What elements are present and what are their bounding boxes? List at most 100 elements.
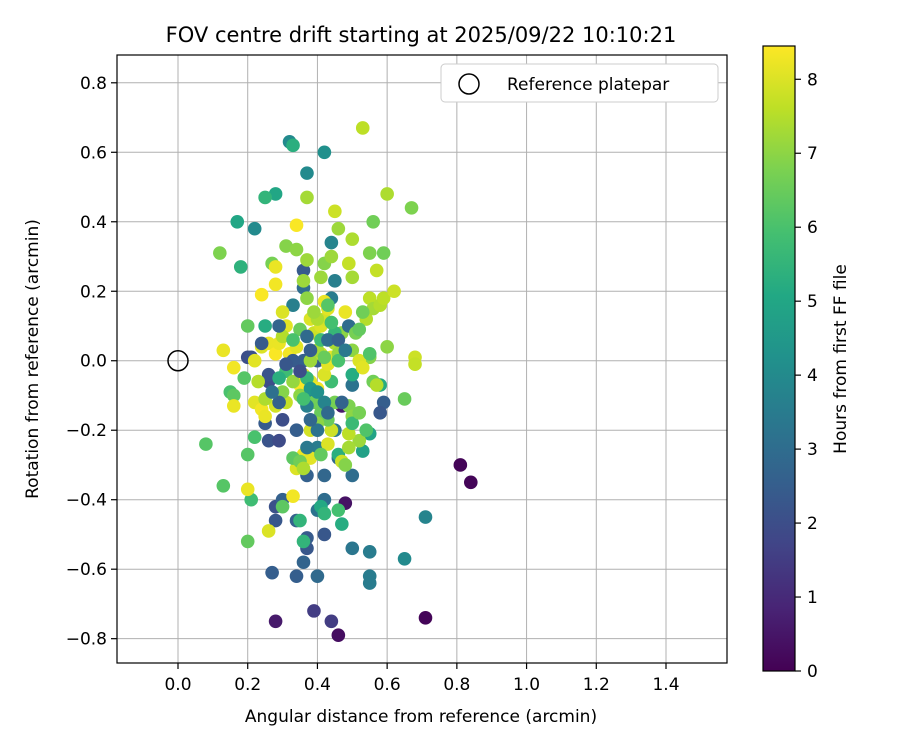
scatter-point	[324, 614, 339, 629]
scatter-point	[258, 409, 272, 424]
scatter-point	[261, 367, 276, 382]
scatter-point	[268, 187, 283, 201]
scatter-point	[303, 413, 318, 427]
chart-title: FOV centre drift starting at 2025/09/22 …	[166, 23, 677, 47]
scatter-point	[369, 378, 384, 392]
scatter-point	[272, 319, 286, 333]
y-axis-label: Rotation from reference (arcmin)	[23, 219, 43, 499]
scatter-point	[397, 551, 412, 566]
scatter-point	[328, 274, 342, 288]
scatter-point	[296, 263, 311, 278]
colorbar-tick-label: 1	[807, 588, 818, 608]
y-tick-label: −0.4	[66, 491, 107, 511]
scatter-point	[307, 305, 321, 319]
scatter-point	[310, 569, 325, 583]
scatter-point	[310, 423, 325, 438]
scatter-point	[408, 357, 422, 372]
scatter-point	[345, 232, 360, 246]
scatter-point	[247, 430, 262, 444]
scatter-point	[289, 218, 304, 233]
scatter-point	[464, 475, 478, 490]
scatter-point	[296, 461, 311, 476]
scatter-point	[258, 190, 272, 205]
scatter-point	[286, 138, 300, 153]
scatter-point	[226, 360, 241, 375]
scatter-point	[275, 329, 290, 344]
scatter-point	[338, 458, 353, 472]
scatter-point	[321, 437, 335, 451]
scatter-point	[300, 291, 314, 306]
scatter-point	[261, 524, 276, 538]
scatter-point	[355, 305, 370, 319]
scatter-point	[240, 319, 255, 333]
scatter-point	[314, 447, 328, 462]
scatter-point	[275, 499, 290, 514]
colorbar-label: Hours from first FF file	[831, 264, 851, 454]
scatter-point	[254, 287, 269, 302]
scatter-point	[376, 395, 391, 410]
scatter-point	[286, 298, 300, 312]
scatter-point	[324, 249, 339, 264]
colorbar-tick-label: 2	[807, 514, 818, 534]
scatter-point	[296, 274, 311, 288]
scatter-point	[362, 346, 377, 361]
legend: Reference platepar	[440, 63, 719, 103]
scatter-point	[247, 353, 262, 368]
scatter-point	[254, 336, 269, 351]
scatter-point	[272, 371, 286, 385]
scatter-point	[362, 576, 377, 590]
scatter-point	[293, 513, 307, 528]
y-tick-label: −0.6	[66, 560, 107, 580]
scatter-point	[303, 343, 318, 358]
scatter-point	[268, 277, 283, 292]
scatter-point	[293, 364, 307, 378]
scatter-point	[369, 263, 384, 278]
scatter-point	[216, 479, 231, 493]
scatter-point	[328, 204, 342, 219]
scatter-point	[338, 343, 353, 358]
scatter-point	[342, 426, 356, 441]
scatter-point	[331, 221, 346, 236]
scatter-point	[226, 388, 241, 403]
scatter-point	[216, 343, 231, 358]
scatter-point	[321, 333, 335, 347]
scatter-point	[380, 187, 394, 201]
scatter-point	[300, 190, 314, 205]
x-tick-label: 0.4	[304, 675, 331, 695]
scatter-point	[275, 305, 290, 319]
scatter-point	[345, 416, 360, 431]
x-axis-ticks: 0.0 0.2 0.4 0.6 0.8 1.0 1.2 1.4	[164, 663, 680, 695]
scatter-point	[324, 423, 339, 438]
x-tick-label: 1.0	[513, 675, 540, 695]
x-tick-label: 0.6	[374, 675, 401, 695]
scatter-point	[233, 260, 248, 274]
scatter-point	[300, 329, 314, 344]
scatter-point	[272, 395, 286, 410]
scatter-point	[362, 545, 377, 559]
colorbar-tick-label: 4	[807, 366, 818, 386]
scatter-point	[331, 503, 346, 517]
scatter-point	[345, 270, 360, 285]
x-tick-label: 1.2	[583, 675, 610, 695]
x-tick-label: 0.0	[164, 675, 191, 695]
scatter-point	[317, 145, 332, 160]
scatter-point	[376, 246, 391, 260]
scatter-point	[268, 260, 283, 274]
scatter-point	[300, 166, 314, 180]
y-tick-label: −0.8	[66, 630, 107, 650]
scatter-point	[300, 440, 314, 455]
scatter-point	[314, 270, 328, 285]
y-axis-ticks: 0.8 0.6 0.4 0.2 0.0 −0.2 −0.4 −0.6 −0.8	[66, 74, 117, 650]
scatter-point	[272, 433, 286, 448]
scatter-point	[296, 534, 311, 549]
scatter-point	[226, 399, 241, 413]
colorbar-tick-label: 0	[807, 662, 818, 682]
x-tick-label: 0.8	[443, 675, 470, 695]
scatter-point	[397, 392, 412, 406]
plot-frame	[116, 54, 728, 664]
scatter-point	[321, 406, 335, 420]
scatter-point	[359, 423, 374, 438]
scatter-point	[317, 468, 332, 483]
scatter-point	[342, 256, 356, 271]
